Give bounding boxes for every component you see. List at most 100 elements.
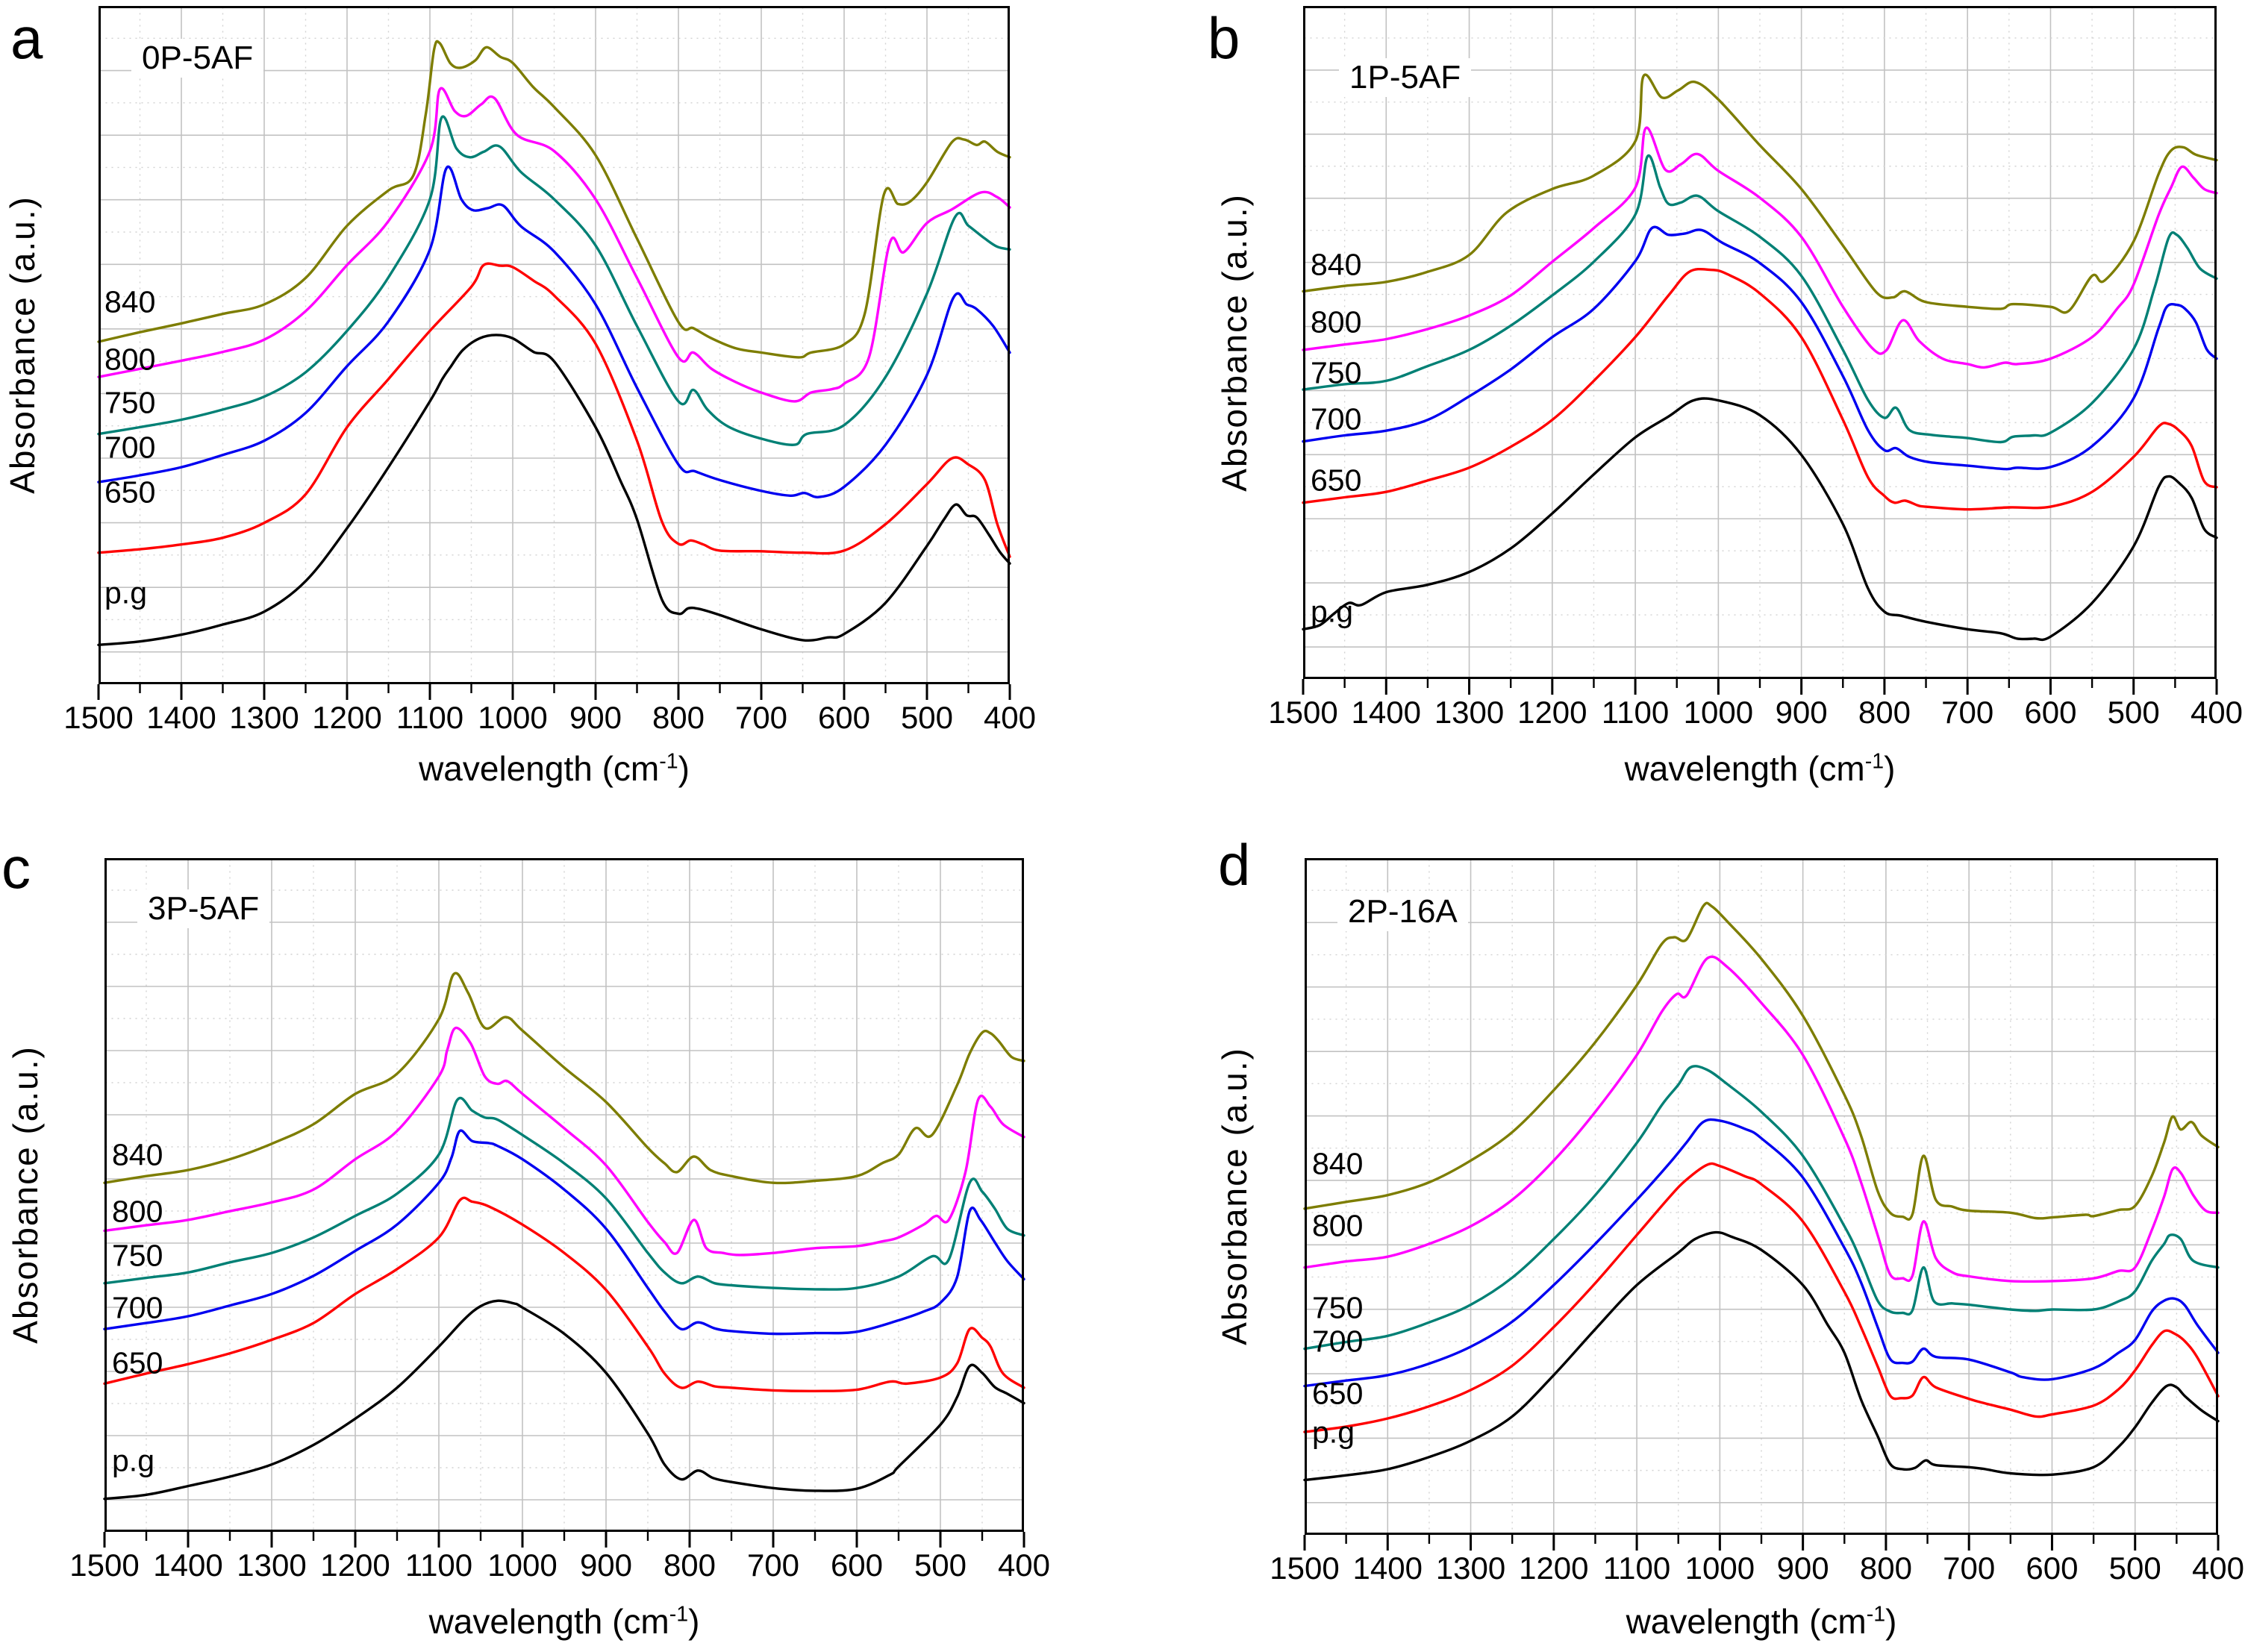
x-tick-label: 1500 [69, 1548, 140, 1583]
x-tick-label: 800 [652, 700, 705, 735]
plot-border [1305, 858, 2218, 1535]
spectrum-curve-840 [1302, 73, 2218, 314]
spectrum-curve-750 [1302, 154, 2218, 444]
curve-label-840: 840 [112, 1137, 163, 1172]
x-tick-label: 1100 [396, 700, 464, 735]
x-tick-label: 1200 [1517, 695, 1587, 730]
x-tick-label: 1100 [1601, 695, 1670, 730]
x-tick-label: 500 [2107, 695, 2160, 730]
spectrum-curve-750 [1303, 1065, 2220, 1351]
x-tick-label: 1300 [237, 1548, 307, 1583]
curve-label-p.g: p.g [1311, 594, 1353, 629]
spectra-svg [103, 858, 1025, 1548]
spectra-svg [1302, 6, 2218, 695]
sample-title: 0P-5AF [131, 39, 264, 78]
panel-b: b Absorbance (a.u.) 1P-5AF 840 800 750 700 6… [1208, 6, 2243, 788]
curve-label-800: 800 [1312, 1208, 1364, 1243]
x-tick-label: 1000 [478, 700, 548, 735]
x-tick-label: 1200 [320, 1548, 390, 1583]
x-tick-label: 600 [817, 700, 871, 735]
spectra-svg [97, 6, 1011, 700]
sample-title: 2P-16A [1337, 892, 1468, 932]
x-tick-label: 1200 [1519, 1551, 1589, 1586]
plot-area: 2P-16A 840 800 750 700 650 p.g [1303, 858, 2220, 1551]
curve-label-800: 800 [104, 342, 156, 377]
curve-label-650: 650 [104, 475, 156, 510]
y-axis-title: Absorbance (a.u.) [3, 195, 42, 494]
x-axis-title-text: wavelength (cm [1624, 749, 1865, 788]
x-tick-label: 1300 [1435, 1551, 1506, 1586]
x-tick-label: 400 [997, 1548, 1051, 1583]
spectrum-curve-800 [97, 87, 1011, 403]
x-tick-label: 1500 [63, 700, 134, 735]
panel-letter-b: b [1208, 5, 1240, 71]
x-tick-label: 1000 [487, 1548, 558, 1583]
spectrum-curve-700 [1303, 1118, 2220, 1388]
curve-label-750: 750 [112, 1238, 163, 1273]
x-tick-label: 700 [1943, 1551, 1996, 1586]
curve-label-p.g: p.g [112, 1443, 154, 1478]
spectrum-curve-700 [97, 165, 1011, 498]
x-axis-title-exponent: -1 [669, 1602, 689, 1627]
spectrum-curve-650 [1303, 1162, 2220, 1433]
x-tick-label: 1400 [146, 700, 216, 735]
curve-label-700: 700 [112, 1290, 163, 1325]
curve-label-750: 750 [1312, 1290, 1364, 1325]
spectrum-curve-650 [1302, 267, 2218, 511]
y-axis-title: Absorbance (a.u.) [1215, 1047, 1254, 1345]
x-tick-label: 1300 [229, 700, 299, 735]
plot-area: 3P-5AF 840 800 750 700 650 p.g [103, 858, 1025, 1548]
x-tick-label: 1300 [1434, 695, 1505, 730]
panel-a: a Absorbance (a.u.) 0P-5AF 840 800 750 700 6… [3, 6, 1036, 788]
x-axis-title-exponent: -1 [659, 749, 678, 774]
x-tick-label: 700 [1941, 695, 1994, 730]
x-tick-label: 1000 [1684, 1551, 1755, 1586]
x-axis-title: wavelength (cm-1) [419, 748, 690, 789]
x-axis-title-exponent: -1 [1864, 749, 1885, 774]
curve-label-840: 840 [1312, 1146, 1364, 1181]
spectrum-curve-840 [97, 40, 1011, 359]
x-axis-title-close: ) [1884, 749, 1896, 788]
x-tick-label: 600 [2026, 1551, 2079, 1586]
x-tick-label: 1000 [1683, 695, 1754, 730]
panel-c: c Absorbance (a.u.) 3P-5AF 840 800 750 700 6… [1, 839, 1050, 1641]
spectrum-curve-p.g [1303, 1230, 2220, 1482]
x-tick-label: 500 [2108, 1551, 2161, 1586]
spectrum-curve-840 [1303, 901, 2220, 1221]
spectrum-curve-650 [97, 262, 1011, 558]
curve-label-700: 700 [1312, 1324, 1364, 1359]
x-tick-label: 900 [569, 700, 622, 735]
x-tick-label: 400 [983, 700, 1037, 735]
x-tick-label: 900 [1776, 1551, 1829, 1586]
x-tick-label: 1100 [1602, 1551, 1671, 1586]
plot-border [1303, 6, 2217, 679]
spectrum-curve-800 [103, 1026, 1025, 1257]
x-tick-label: 400 [2190, 695, 2244, 730]
x-axis-title-close: ) [688, 1602, 700, 1641]
plot-border [99, 6, 1010, 684]
panel-letter-d: d [1218, 832, 1251, 898]
x-tick-label: 800 [1858, 695, 1911, 730]
x-axis-title-text: wavelength (cm [1626, 1602, 1867, 1641]
x-tick-label: 700 [734, 700, 788, 735]
curve-label-650: 650 [1311, 463, 1362, 498]
sample-title: 1P-5AF [1339, 58, 1472, 98]
x-tick-label: 1100 [405, 1548, 473, 1583]
spectrum-curve-750 [97, 115, 1011, 446]
x-tick-label: 1200 [312, 700, 382, 735]
x-axis-title-close: ) [678, 749, 690, 788]
x-tick-label: 900 [579, 1548, 633, 1583]
panel-d: d Absorbance (a.u.) 2P-16A 840 800 750 700 6… [1215, 836, 2244, 1641]
x-axis-title: wavelength (cm-1) [429, 1601, 700, 1642]
x-tick-label: 1400 [1351, 695, 1421, 730]
y-axis-title: Absorbance (a.u.) [6, 1045, 45, 1344]
x-tick-label: 600 [2024, 695, 2077, 730]
y-axis-title: Absorbance (a.u.) [1215, 193, 1254, 492]
curve-label-800: 800 [112, 1194, 163, 1229]
x-tick-label: 1400 [1352, 1551, 1423, 1586]
x-tick-label: 1400 [153, 1548, 223, 1583]
x-axis-title: wavelength (cm-1) [1625, 748, 1896, 789]
panel-letter-a: a [10, 5, 43, 71]
spectrum-curve-p.g [97, 334, 1011, 646]
